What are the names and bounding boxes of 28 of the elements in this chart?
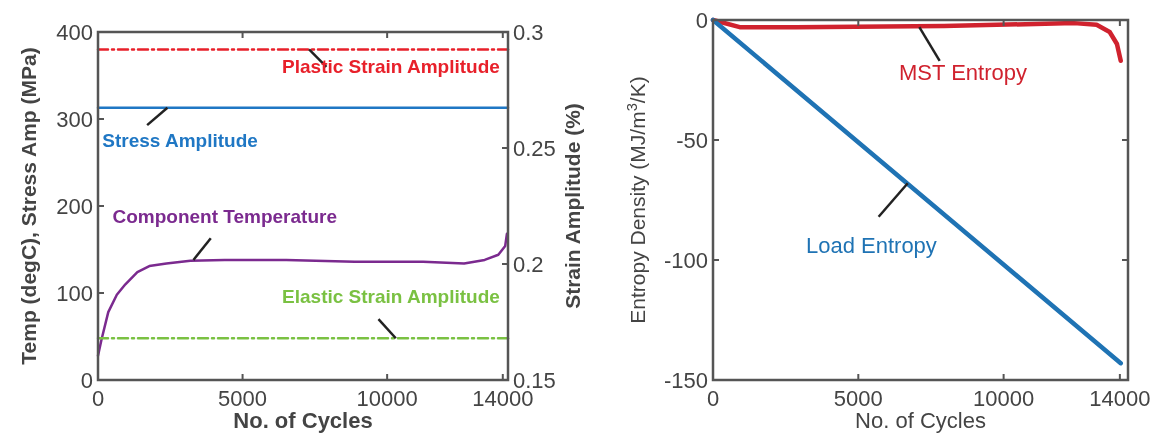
y-tick-label: 0 xyxy=(80,368,93,393)
x-tick-label: 5000 xyxy=(833,386,883,411)
y2-tick-label: 0.3 xyxy=(513,20,544,45)
series-label: Component Temperature xyxy=(112,206,337,228)
y-tick-label: -50 xyxy=(676,128,708,153)
y-tick-label: 400 xyxy=(56,20,93,45)
y-tick-label: 0 xyxy=(695,8,708,33)
series-label: Plastic Strain Amplitude xyxy=(282,55,500,77)
y-tick-label: 300 xyxy=(56,107,93,132)
x-tick-label: 14000 xyxy=(1089,386,1151,411)
y2-tick-label: 0.2 xyxy=(513,252,544,277)
y2-axis-title: Strain Amplitude (%) xyxy=(561,103,584,309)
y-tick-label: 200 xyxy=(56,194,93,219)
x-tick-label: 10000 xyxy=(356,386,418,411)
y-tick-label: -100 xyxy=(663,248,708,273)
y2-tick-label: 0.25 xyxy=(513,136,556,161)
y-tick-label: -150 xyxy=(663,368,708,393)
line-series xyxy=(96,232,509,357)
series-label: Stress Amplitude xyxy=(102,129,258,151)
x-tick-label: 10000 xyxy=(973,386,1035,411)
series-label: Load Entropy xyxy=(806,232,937,258)
x-axis-title: No. of Cycles xyxy=(233,408,373,433)
x-tick-label: 5000 xyxy=(218,386,268,411)
series-label: MST Entropy xyxy=(898,60,1027,85)
y-axis-title: Temp (degC), Stress Amp (MPa) xyxy=(17,47,40,365)
y-tick-label: 100 xyxy=(56,281,93,306)
x-axis-title: No. of Cycles xyxy=(855,408,986,433)
series-label: Elastic Strain Amplitude xyxy=(282,286,500,308)
